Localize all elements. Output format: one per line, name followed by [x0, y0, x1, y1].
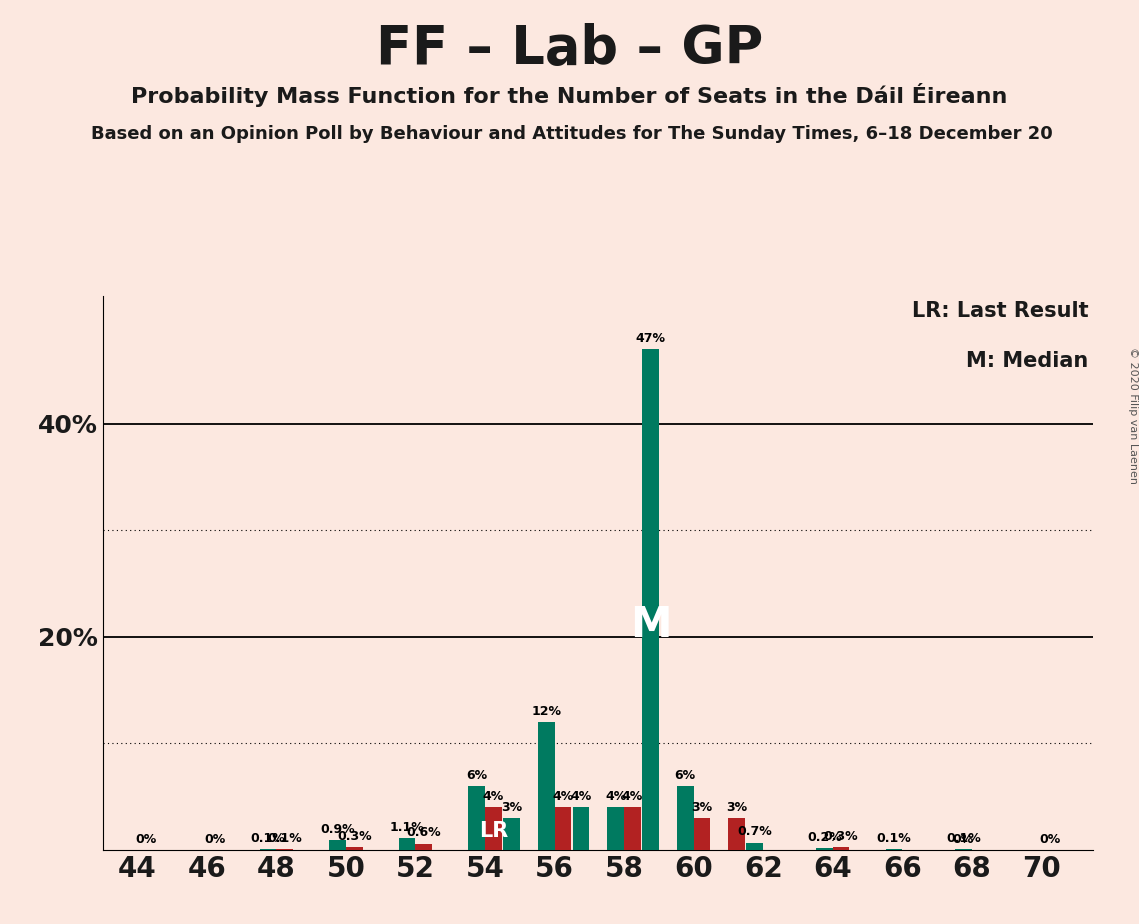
Text: 0%: 0%: [205, 833, 226, 845]
Bar: [329, 841, 346, 850]
Bar: [260, 849, 277, 850]
Text: 1.1%: 1.1%: [390, 821, 425, 834]
Bar: [956, 849, 972, 850]
Text: 0.3%: 0.3%: [337, 830, 371, 843]
Bar: [416, 844, 432, 850]
Bar: [816, 848, 833, 850]
Bar: [677, 786, 694, 850]
Bar: [555, 808, 571, 850]
Text: LR: Last Result: LR: Last Result: [912, 301, 1089, 322]
Text: 0%: 0%: [953, 833, 974, 845]
Bar: [746, 843, 763, 850]
Text: 0.1%: 0.1%: [251, 832, 286, 845]
Text: 0.1%: 0.1%: [947, 832, 981, 845]
Text: Probability Mass Function for the Number of Seats in the Dáil Éireann: Probability Mass Function for the Number…: [131, 83, 1008, 107]
Text: 4%: 4%: [552, 790, 573, 803]
Bar: [468, 786, 485, 850]
Bar: [728, 818, 745, 850]
Text: 0.1%: 0.1%: [268, 832, 302, 845]
Text: 0.2%: 0.2%: [806, 831, 842, 844]
Bar: [538, 723, 555, 850]
Bar: [346, 847, 362, 850]
Text: FF – Lab – GP: FF – Lab – GP: [376, 23, 763, 75]
Text: 12%: 12%: [531, 705, 562, 718]
Text: 0.9%: 0.9%: [320, 823, 355, 836]
Bar: [573, 808, 589, 850]
Text: 4%: 4%: [605, 790, 626, 803]
Text: 3%: 3%: [727, 801, 747, 814]
Bar: [694, 818, 711, 850]
Text: 4%: 4%: [571, 790, 591, 803]
Text: M: M: [630, 603, 671, 646]
Text: 0%: 0%: [136, 833, 156, 845]
Text: 0%: 0%: [1039, 833, 1060, 845]
Bar: [485, 808, 501, 850]
Text: 4%: 4%: [622, 790, 644, 803]
Text: 0.6%: 0.6%: [407, 826, 441, 839]
Text: LR: LR: [478, 821, 508, 841]
Text: 0.1%: 0.1%: [877, 832, 911, 845]
Bar: [642, 349, 658, 850]
Bar: [399, 838, 416, 850]
Text: 6%: 6%: [466, 769, 487, 782]
Text: 6%: 6%: [674, 769, 696, 782]
Bar: [277, 849, 293, 850]
Text: 3%: 3%: [501, 801, 522, 814]
Bar: [624, 808, 641, 850]
Text: 0.3%: 0.3%: [823, 830, 859, 843]
Bar: [885, 849, 902, 850]
Bar: [607, 808, 624, 850]
Bar: [503, 818, 519, 850]
Text: 47%: 47%: [636, 332, 665, 345]
Text: Based on an Opinion Poll by Behaviour and Attitudes for The Sunday Times, 6–18 D: Based on an Opinion Poll by Behaviour an…: [91, 125, 1052, 142]
Text: M: Median: M: Median: [966, 351, 1089, 371]
Bar: [833, 847, 850, 850]
Text: © 2020 Filip van Laenen: © 2020 Filip van Laenen: [1129, 347, 1138, 484]
Text: 3%: 3%: [691, 801, 713, 814]
Text: 4%: 4%: [483, 790, 503, 803]
Text: 0.7%: 0.7%: [737, 825, 772, 838]
